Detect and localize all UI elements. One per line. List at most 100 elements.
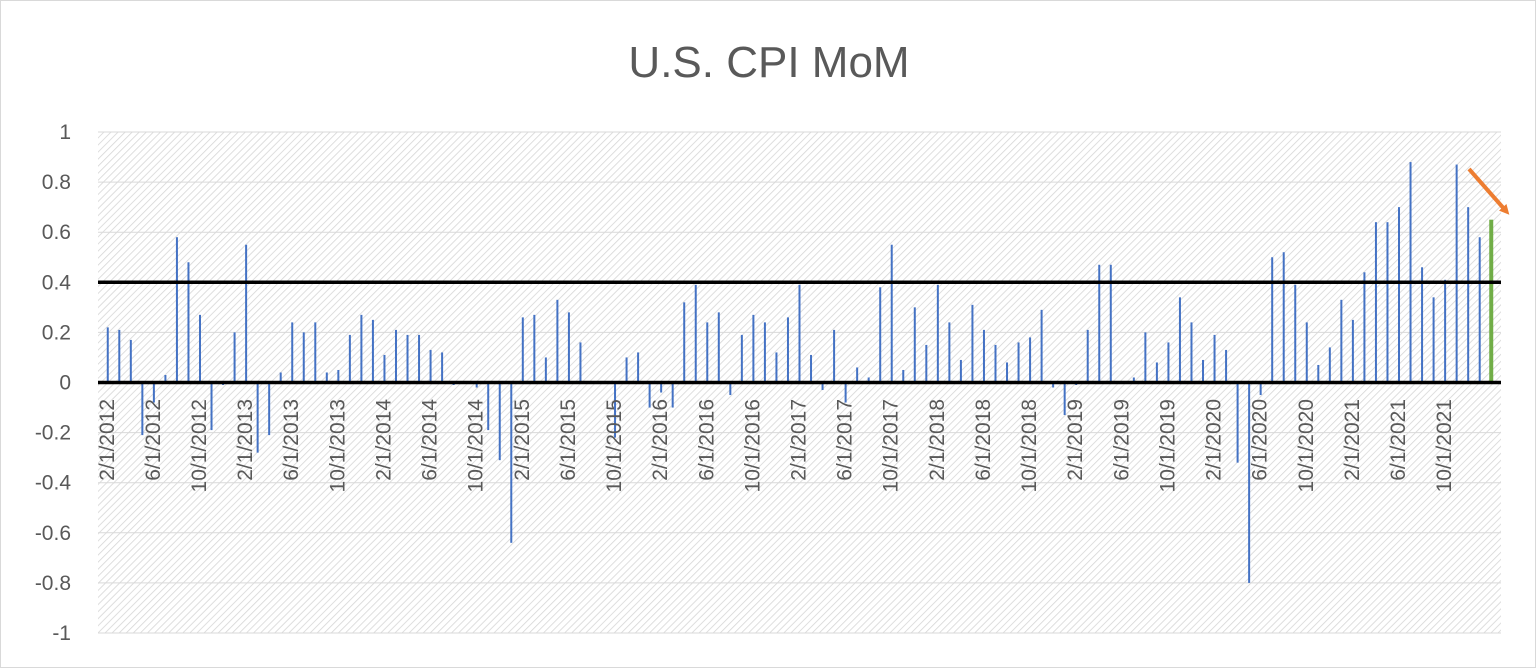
bar — [245, 244, 248, 383]
bar — [1363, 272, 1366, 383]
bar — [1086, 329, 1089, 383]
bar — [1294, 284, 1297, 383]
bar — [106, 327, 109, 383]
x-tick-label: 6/1/2012 — [142, 399, 165, 481]
bar — [798, 284, 801, 383]
bar — [717, 312, 720, 383]
reference-lines — [98, 280, 1501, 385]
bar — [567, 312, 570, 383]
bar — [637, 352, 640, 383]
bar — [752, 314, 755, 383]
bar — [498, 382, 501, 461]
bar — [325, 372, 328, 383]
bar — [1248, 382, 1251, 583]
bar — [671, 382, 674, 408]
x-tick-label: 2/1/2020 — [1203, 399, 1226, 481]
bar — [925, 344, 928, 383]
bar — [579, 342, 582, 383]
x-tick-label: 10/1/2013 — [326, 399, 349, 492]
bar — [1328, 347, 1331, 383]
x-tick-label: 6/1/2016 — [695, 399, 718, 481]
bar — [913, 307, 916, 383]
bar — [614, 382, 617, 438]
bar — [1455, 164, 1458, 383]
bar — [1271, 257, 1274, 383]
bar — [867, 377, 870, 383]
x-tick-label: 6/1/2018 — [972, 399, 995, 481]
bar — [786, 317, 789, 383]
bar — [118, 329, 121, 383]
bar — [544, 357, 547, 383]
bar — [487, 382, 490, 431]
bar — [1155, 362, 1158, 383]
bar — [1213, 334, 1216, 383]
y-tick-label: -0.8 — [35, 572, 71, 595]
x-tick-label: 10/1/2017 — [880, 399, 903, 492]
bar — [879, 287, 882, 383]
bar — [337, 369, 340, 383]
bar — [706, 322, 709, 383]
bar — [1374, 222, 1377, 383]
x-tick-label: 6/1/2019 — [1110, 399, 1133, 481]
bar — [1052, 382, 1055, 388]
bar — [1351, 319, 1354, 383]
y-tick-label: 1 — [59, 121, 71, 144]
bar — [360, 314, 363, 383]
x-tick-label: 2/1/2021 — [1341, 399, 1364, 481]
x-tick-label: 2/1/2014 — [372, 399, 395, 481]
bars — [106, 162, 1494, 583]
bar — [660, 382, 663, 393]
bar — [175, 237, 178, 383]
bar — [129, 339, 132, 383]
x-tick-label: 10/1/2020 — [1295, 399, 1318, 492]
bar — [1444, 279, 1447, 383]
x-tick-label: 6/1/2021 — [1387, 399, 1410, 481]
bar — [694, 284, 697, 383]
bar — [1098, 264, 1101, 383]
bar — [418, 334, 421, 383]
x-tick-label: 2/1/2016 — [649, 399, 672, 481]
bar — [1398, 207, 1401, 383]
bar — [902, 369, 905, 383]
bar — [763, 322, 766, 383]
bar — [1282, 252, 1285, 383]
annotation-arrow — [1467, 167, 1510, 215]
bar — [556, 299, 559, 383]
bar — [406, 334, 409, 383]
bar — [314, 322, 317, 383]
bar — [1225, 349, 1228, 383]
bar — [844, 382, 847, 403]
bar — [1432, 297, 1435, 383]
x-tick-label: 2/1/2017 — [788, 399, 811, 481]
bar — [1167, 342, 1170, 383]
bar — [302, 332, 305, 383]
bar — [625, 357, 628, 383]
x-tick-label: 6/1/2017 — [834, 399, 857, 481]
bar — [821, 382, 824, 391]
bar — [1040, 309, 1043, 383]
bar — [775, 352, 778, 383]
bar — [810, 354, 813, 383]
x-tick-label: 10/1/2016 — [741, 399, 764, 492]
y-tick-label: 0 — [59, 372, 71, 395]
bar — [198, 314, 201, 383]
bar — [429, 349, 432, 383]
bar — [383, 354, 386, 383]
bar — [1386, 222, 1389, 383]
bar — [164, 374, 167, 383]
bar — [936, 284, 939, 383]
bar — [1259, 382, 1262, 396]
y-tick-label: -1 — [52, 622, 71, 645]
x-axis-ticks: 2/1/2012 6/1/2012 10/1/2012 2/1/2013 6/1/201… — [96, 399, 1456, 493]
x-tick-label: 2/1/2015 — [511, 399, 534, 481]
x-tick-label: 6/1/2015 — [557, 399, 580, 481]
bar — [729, 382, 732, 396]
bar — [533, 314, 536, 383]
x-tick-label: 6/1/2020 — [1249, 399, 1272, 481]
bar — [833, 329, 836, 383]
bar — [890, 244, 893, 383]
bar — [371, 319, 374, 383]
bar — [441, 352, 444, 383]
bar — [1063, 382, 1066, 416]
